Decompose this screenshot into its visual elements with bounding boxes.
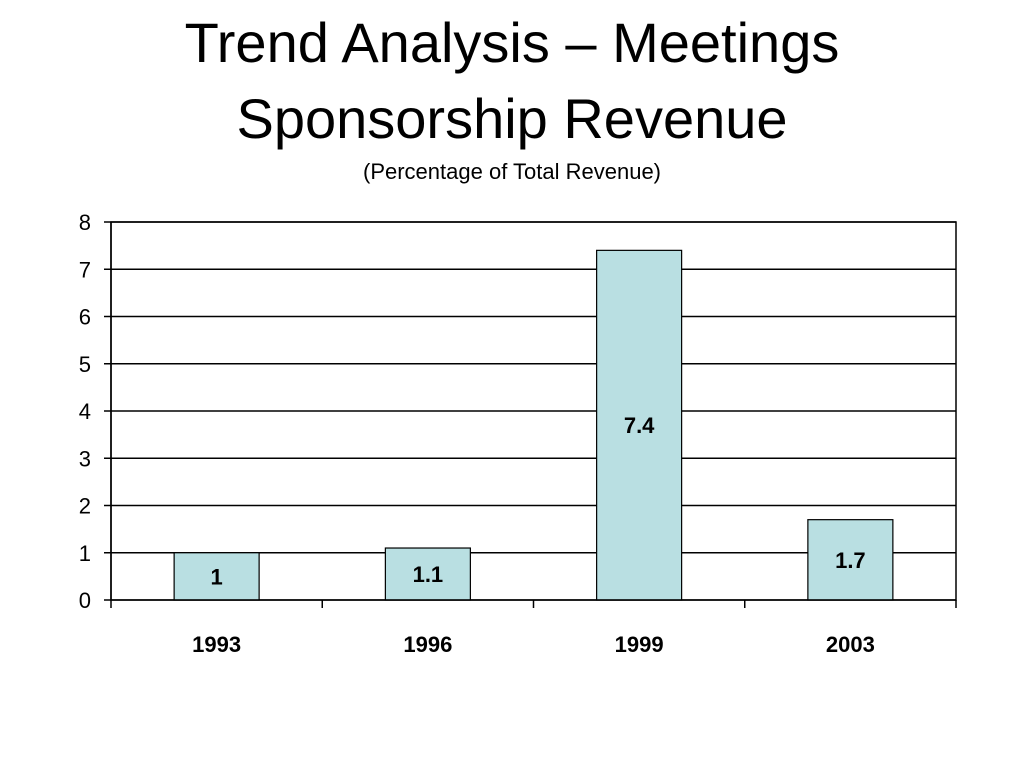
slide-title-line-2: Sponsorship Revenue bbox=[236, 87, 788, 150]
data-label: 1.1 bbox=[413, 562, 444, 587]
y-tick-labels: 0 1 2 3 4 5 6 7 8 bbox=[79, 210, 91, 613]
data-label: 1.7 bbox=[835, 548, 866, 573]
x-tick-label: 1993 bbox=[192, 632, 241, 657]
x-tick-label: 2003 bbox=[826, 632, 875, 657]
gridlines bbox=[111, 221, 956, 554]
y-tick-label: 1 bbox=[79, 541, 91, 566]
y-tick-label: 3 bbox=[79, 446, 91, 471]
bar-1996 bbox=[384, 547, 471, 601]
y-tick-label: 8 bbox=[79, 210, 91, 235]
y-tick-label: 6 bbox=[79, 305, 91, 330]
y-tick-label: 2 bbox=[79, 494, 91, 519]
data-labels: 1 1.1 7.4 1.7 bbox=[211, 413, 866, 589]
slide-title-line-1: Trend Analysis – Meetings bbox=[184, 11, 840, 74]
axes bbox=[104, 221, 957, 608]
bar-1999 bbox=[596, 249, 683, 601]
data-label: 1 bbox=[211, 564, 223, 589]
y-tick-label: 7 bbox=[79, 257, 91, 282]
y-tick-label: 0 bbox=[79, 588, 91, 613]
x-tick-label: 1999 bbox=[615, 632, 664, 657]
y-tick-label: 5 bbox=[79, 352, 91, 377]
x-tick-label: 1996 bbox=[403, 632, 452, 657]
bar-1993 bbox=[173, 552, 260, 601]
y-tick-label: 4 bbox=[79, 399, 91, 424]
bars bbox=[173, 249, 894, 601]
chart-subtitle: (Percentage of Total Revenue) bbox=[363, 159, 661, 184]
data-label: 7.4 bbox=[624, 413, 655, 438]
x-tick-labels: 1993 1996 1999 2003 bbox=[192, 632, 875, 657]
bar-2003 bbox=[807, 519, 894, 601]
